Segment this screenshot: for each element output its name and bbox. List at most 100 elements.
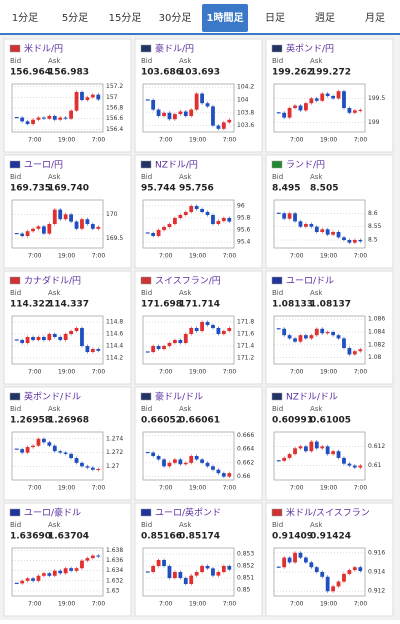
pair-name[interactable]: 米ドル/スイスフラン [286,507,370,519]
bid-label: Bid [141,289,152,297]
y-tick-label: 104.2 [237,84,254,91]
tab[interactable] [102,4,148,32]
pair-name[interactable]: 米ドル/円 [24,43,63,55]
candle [167,343,172,346]
candle [63,334,68,340]
tab[interactable] [2,4,48,32]
tab-label[interactable]: 月足 [365,12,385,24]
candle [200,566,204,572]
pair-name[interactable]: ユーロ/英ポンド [155,507,221,519]
candle [200,459,204,463]
pair-name[interactable]: ランド/円 [286,160,325,171]
candle [173,572,177,578]
tab-label[interactable]: 週足 [315,12,335,24]
candle [36,438,41,446]
tab[interactable] [152,4,198,32]
candle [336,451,341,458]
y-tick-label: 8.5 [368,237,378,244]
pair-name[interactable]: 英ポンド/円 [286,43,334,55]
tab[interactable] [202,4,248,32]
pair-name[interactable]: ユーロ/豪ドル [24,507,81,519]
candle [194,206,199,209]
candle [85,219,90,224]
x-tick-label: 19:00 [58,485,75,492]
flag [271,392,283,401]
candle [58,451,63,453]
chart-frame [273,315,366,365]
x-tick-label: 7:00 [28,601,42,608]
candle [298,105,303,111]
candle [69,214,73,222]
x-tick-label: 19:00 [189,369,206,376]
candle [304,224,308,227]
tab[interactable] [52,4,98,32]
candle [47,224,52,234]
bid-label: Bid [10,405,21,413]
tab-label[interactable]: 15分足 [109,12,142,24]
flag [9,508,21,517]
candle [31,578,35,581]
tab-label[interactable]: 5分足 [62,12,88,24]
candle [31,119,35,124]
y-tick-label: 95.8 [237,215,251,222]
y-tick-label: 0.612 [368,443,385,450]
tab[interactable] [352,4,398,32]
pair-name[interactable]: 豪ドル/ドル [155,391,203,403]
y-tick-label: 0.916 [368,549,385,556]
y-tick-label: 0.666 [237,432,254,439]
pair-name[interactable]: スイスフラン/円 [155,276,221,287]
tab[interactable] [252,4,298,32]
ask-price: 114.337 [48,300,89,310]
tab[interactable] [302,4,348,32]
x-tick-label: 7:00 [290,369,304,376]
x-tick-label: 19:00 [189,137,206,144]
candle [352,567,357,571]
candle [287,557,292,563]
bid-label: Bid [141,57,152,65]
pair-name[interactable]: ユーロ/円 [24,160,63,171]
pair-name[interactable]: ユーロ/ドル [286,277,334,287]
pair-name[interactable]: 豪ドル/円 [155,43,194,55]
candle [36,337,41,340]
candle [69,453,73,459]
x-tick-label: 7:00 [159,137,173,144]
flag [9,392,21,401]
tab-label[interactable]: 1時間足 [207,11,245,24]
candle [205,322,210,325]
x-tick-label: 7:00 [159,253,173,260]
y-tick-label: 0.851 [237,575,254,582]
x-tick-label: 7:00 [354,253,368,260]
candle [25,231,30,236]
tab-label[interactable]: 日足 [265,12,285,24]
tab-label[interactable]: 1分足 [12,12,38,24]
bid-label: Bid [272,173,283,181]
candle [227,328,232,331]
y-tick-label: 0.662 [237,459,254,466]
candle [90,349,95,352]
ask-price: 0.66061 [179,416,220,426]
candle [331,332,335,336]
x-tick-label: 19:00 [58,601,75,608]
candle [304,557,308,563]
pair-name[interactable]: 英ポンド/ドル [24,391,81,403]
y-tick-label: 1.084 [368,329,385,336]
y-tick-label: 156.8 [106,105,123,112]
candle [352,240,357,243]
candle [42,573,46,576]
candle [336,581,341,587]
pair-name[interactable]: NZドル/円 [155,160,198,171]
candle [325,93,330,96]
ask-label: Ask [179,405,192,413]
x-tick-label: 7:00 [290,137,304,144]
bid-price: 103.686 [141,68,182,78]
candle [227,218,232,222]
tab-label[interactable]: 30分足 [159,12,192,24]
candle [282,213,287,219]
candle [31,445,35,448]
pair-name[interactable]: カナダドル/円 [24,275,81,287]
candle [151,566,156,572]
flag [271,276,283,285]
pair-name[interactable]: NZドル/ドル [286,393,338,403]
y-tick-label: 1.272 [106,449,123,456]
candle [178,111,183,115]
